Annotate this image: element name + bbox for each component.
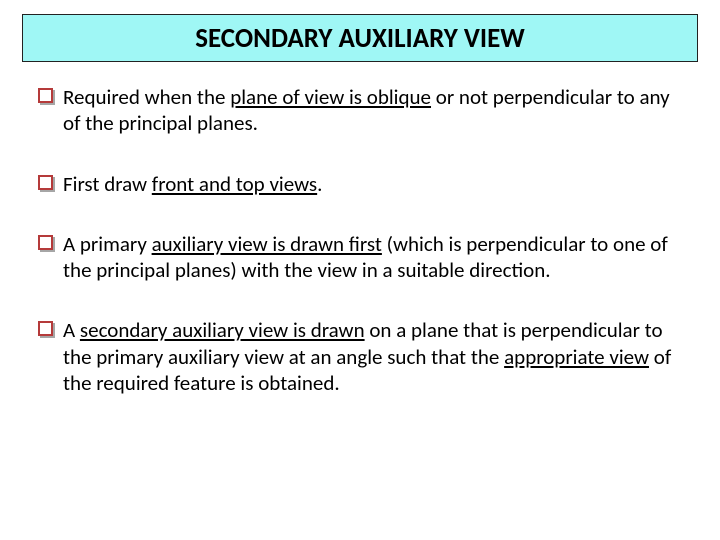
- text-run: A: [63, 317, 80, 343]
- bullet-text: Required when the plane of view is obliq…: [63, 84, 684, 137]
- text-run: Required when the: [63, 84, 230, 110]
- text-underline: auxiliary view is drawn first: [152, 231, 382, 257]
- slide: SECONDARY AUXILIARY VIEW Required when t…: [0, 0, 720, 540]
- checkbox-icon: [38, 321, 53, 336]
- text-run: First draw: [63, 171, 152, 197]
- bullet-item: A secondary auxiliary view is drawn on a…: [38, 317, 684, 396]
- text-underline: secondary auxiliary view is drawn: [80, 317, 365, 343]
- slide-body: Required when the plane of view is obliq…: [38, 84, 684, 396]
- bullet-text: A secondary auxiliary view is drawn on a…: [63, 317, 684, 396]
- text-run: A primary: [63, 231, 152, 257]
- bullet-text: A primary auxiliary view is drawn first …: [63, 231, 684, 284]
- checkbox-icon: [38, 175, 53, 190]
- bullet-text: First draw front and top views.: [63, 171, 684, 197]
- bullet-item: First draw front and top views.: [38, 171, 684, 197]
- bullet-item: A primary auxiliary view is drawn first …: [38, 231, 684, 284]
- text-underline: plane of view is oblique: [230, 84, 431, 110]
- slide-title: SECONDARY AUXILIARY VIEW: [195, 22, 524, 55]
- slide-title-bar: SECONDARY AUXILIARY VIEW: [22, 14, 698, 62]
- checkbox-icon: [38, 235, 53, 250]
- text-underline: appropriate view: [504, 344, 649, 370]
- text-run: .: [317, 171, 322, 197]
- bullet-item: Required when the plane of view is obliq…: [38, 84, 684, 137]
- text-underline: front and top views: [152, 171, 317, 197]
- checkbox-icon: [38, 88, 53, 103]
